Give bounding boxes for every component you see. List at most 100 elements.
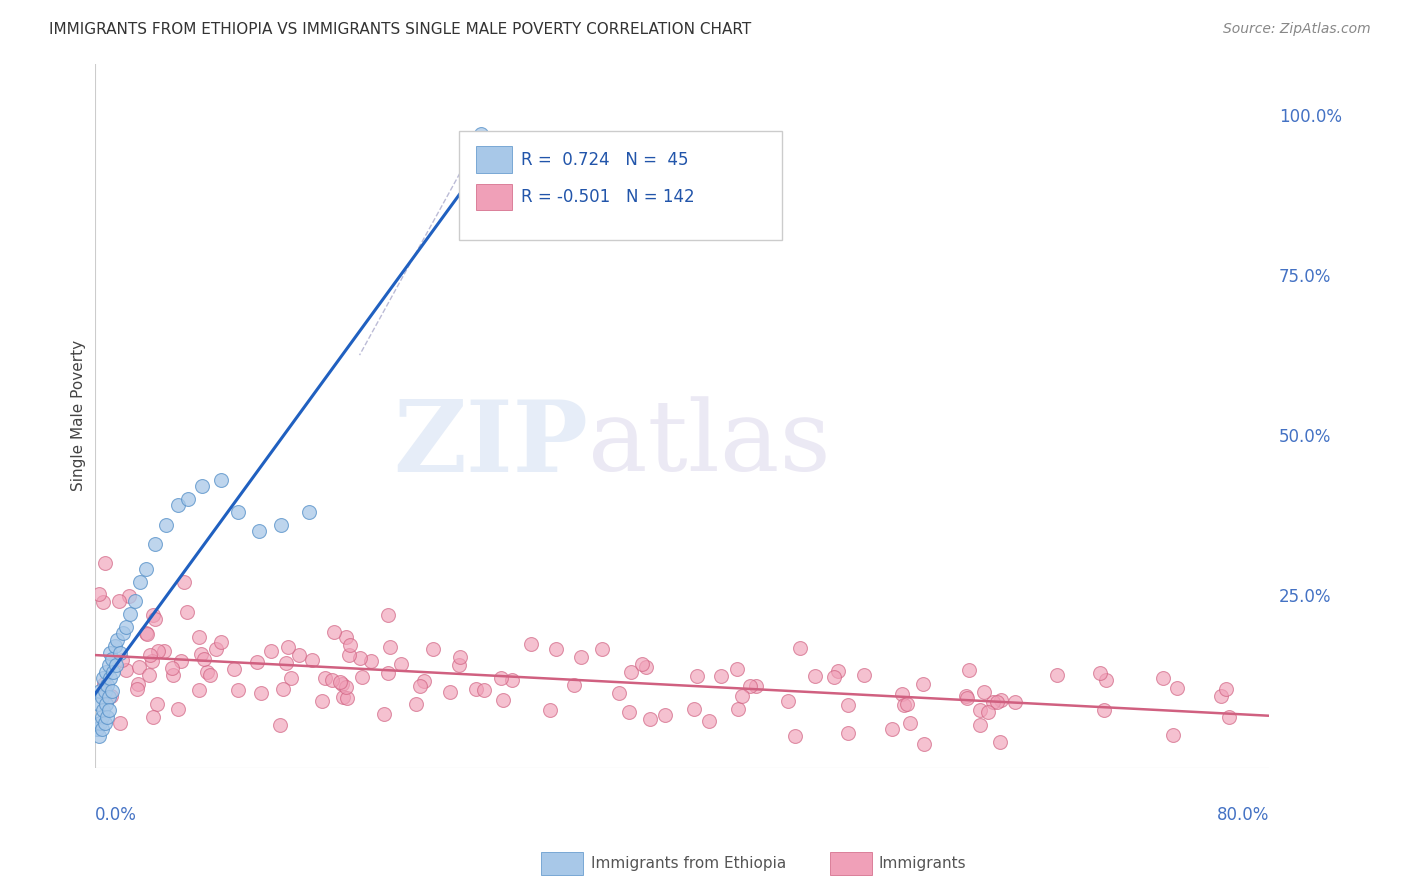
Point (1218, 710, 1240, 724)
Point (373, 707, 395, 722)
Point (94, 665, 117, 679)
Point (108, 594, 131, 608)
Point (105, 658, 128, 673)
Point (100, 684, 122, 698)
Text: ZIP: ZIP (394, 395, 588, 492)
Point (87, 697, 110, 711)
Text: 0.0%: 0.0% (94, 806, 136, 824)
Point (1092, 703, 1115, 717)
Point (620, 665, 643, 679)
Point (607, 685, 630, 699)
FancyBboxPatch shape (477, 146, 512, 173)
Point (205, 641, 228, 656)
Point (981, 695, 1004, 709)
Point (103, 665, 125, 679)
Point (155, 517, 177, 532)
Point (90, 690, 112, 705)
Point (170, 654, 193, 668)
Point (277, 640, 299, 654)
Text: IMMIGRANTS FROM ETHIOPIA VS IMMIGRANTS SINGLE MALE POVERTY CORRELATION CHART: IMMIGRANTS FROM ETHIOPIA VS IMMIGRANTS S… (49, 22, 751, 37)
Point (104, 639, 127, 653)
Text: 80.0%: 80.0% (1216, 806, 1270, 824)
Point (893, 698, 915, 713)
Y-axis label: Single Male Poverty: Single Male Poverty (72, 341, 86, 491)
Point (90, 723, 112, 737)
Point (377, 665, 399, 680)
Text: R = -0.501   N = 142: R = -0.501 N = 142 (520, 188, 695, 206)
Text: atlas: atlas (588, 396, 831, 491)
Point (990, 693, 1012, 707)
Point (360, 654, 382, 668)
Point (890, 687, 912, 701)
Point (912, 737, 935, 751)
Point (124, 594, 146, 608)
Point (470, 128, 492, 142)
Point (166, 499, 188, 513)
Point (654, 707, 676, 722)
Point (335, 680, 357, 694)
Point (226, 683, 249, 698)
Point (143, 612, 166, 626)
Point (955, 689, 977, 703)
Point (314, 671, 336, 685)
Point (986, 695, 1008, 709)
Point (408, 679, 430, 693)
Point (108, 715, 131, 730)
Point (730, 689, 752, 703)
Point (115, 663, 138, 677)
Point (686, 669, 709, 683)
Point (412, 674, 434, 689)
Point (1209, 690, 1232, 704)
Point (882, 722, 904, 736)
Point (332, 690, 354, 704)
Point (465, 681, 488, 696)
Point (100, 652, 122, 666)
Point (176, 605, 198, 619)
Point (142, 709, 165, 723)
Point (492, 692, 515, 706)
Point (349, 651, 371, 665)
Point (1215, 681, 1237, 696)
Point (474, 683, 496, 698)
Point (142, 608, 165, 623)
Point (249, 686, 271, 700)
Point (335, 631, 357, 645)
Point (988, 735, 1011, 749)
Point (90, 709, 112, 723)
Point (110, 646, 132, 660)
FancyBboxPatch shape (477, 184, 512, 211)
Point (827, 664, 849, 678)
Point (288, 648, 311, 663)
Point (93, 684, 115, 698)
Point (329, 675, 352, 690)
Point (93, 556, 115, 570)
Point (91, 703, 114, 717)
Point (391, 657, 413, 671)
Point (339, 638, 361, 652)
Point (636, 659, 658, 673)
Text: Immigrants: Immigrants (879, 856, 966, 871)
Point (162, 668, 184, 682)
Point (193, 651, 215, 665)
Point (957, 663, 980, 677)
Point (591, 641, 613, 656)
Point (422, 641, 444, 656)
Point (120, 607, 142, 622)
Point (280, 671, 302, 685)
Point (501, 673, 523, 688)
Point (115, 620, 138, 634)
Point (89, 684, 111, 698)
Point (117, 589, 139, 603)
Point (96, 709, 118, 723)
Point (136, 626, 159, 640)
Point (311, 694, 333, 708)
Point (544, 641, 567, 656)
Text: Source: ZipAtlas.com: Source: ZipAtlas.com (1223, 22, 1371, 37)
Point (98, 671, 121, 685)
Point (852, 667, 875, 681)
Point (209, 635, 232, 649)
Point (823, 670, 845, 684)
Point (135, 562, 157, 576)
Point (200, 668, 222, 682)
Point (97, 690, 120, 705)
